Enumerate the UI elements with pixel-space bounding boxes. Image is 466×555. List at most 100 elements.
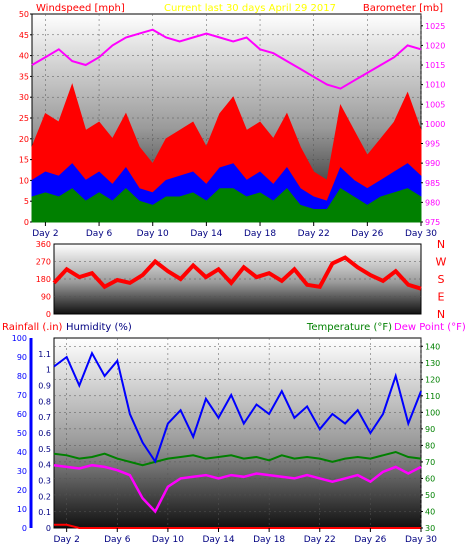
rain-tick-label: 0.1 — [38, 508, 51, 517]
rain-left-axis: 0 0.1 0.2 0.3 0.4 0.5 0.6 0.7 0.8 0.9 1 1.1 — [38, 350, 51, 533]
rain-tick-label: 0.3 — [38, 477, 51, 486]
x-tick-label: Day 18 — [244, 229, 276, 239]
baro-tick-label: 1010 — [425, 81, 445, 90]
compass-label: S — [438, 273, 445, 286]
compass-label: N — [437, 308, 445, 321]
x-tick-label: Day 6 — [86, 229, 113, 239]
humidity-tick-label: 0 — [22, 524, 27, 533]
humidity-tick-label: 70 — [17, 391, 27, 400]
direction-tick-label: 360 — [36, 240, 51, 249]
x-tick-label: Day 30 — [405, 229, 437, 239]
wind-tick-label: 35 — [19, 72, 29, 81]
temperature-axis-label: Temperature (°F) — [306, 322, 392, 333]
temperature-tick-label: 110 — [425, 392, 440, 401]
x-tick-label: Day 30 — [405, 535, 437, 545]
rainfall-line — [54, 523, 421, 529]
temperature-tick-label: 50 — [425, 491, 435, 500]
wind-tick-label: 5 — [24, 197, 29, 206]
temperature-tick-label: 70 — [425, 458, 435, 467]
humidity-axis-label: Humidity (%) — [66, 322, 132, 333]
rain-tick-label: 1 — [46, 366, 51, 375]
wind-tick-label: 30 — [19, 93, 29, 102]
baro-tick-label: 1020 — [425, 41, 445, 50]
climate-x-axis: Day 2 Day 6 Day 10 Day 14 Day 18 Day 22 Day 26… — [53, 528, 437, 545]
baro-tick-label: 1025 — [425, 22, 445, 31]
temperature-tick-label: 130 — [425, 359, 440, 368]
x-tick-label: Day 6 — [104, 535, 131, 545]
temperature-right-axis: 30 40 50 60 70 80 90 100 110 120 130 140 — [421, 342, 440, 533]
temperature-series — [53, 450, 422, 467]
wind-tick-label: 10 — [19, 176, 29, 185]
humidity-left-axis: 0 10 20 30 40 50 60 70 80 90 100 — [12, 334, 27, 533]
dewpoint-series — [53, 463, 422, 514]
wind-tick-label: 15 — [19, 156, 29, 165]
humidity-line — [53, 350, 422, 464]
header-right: Barometer [mb] — [363, 3, 443, 14]
rain-tick-label: 0.2 — [38, 492, 51, 501]
temperature-tick-label: 30 — [425, 524, 435, 533]
baro-tick-label: 1000 — [425, 120, 445, 129]
x-tick-label: Day 2 — [32, 229, 58, 239]
baro-tick-label: 975 — [425, 218, 440, 227]
temperature-tick-label: 40 — [425, 507, 435, 516]
average-wind-series — [31, 187, 422, 223]
barometer-series — [31, 28, 422, 90]
rain-tick-label: 1.1 — [38, 350, 51, 359]
rain-axis-label: Rainfall (.in) — [2, 322, 63, 333]
x-tick-label: Day 10 — [137, 229, 169, 239]
x-tick-label: Day 14 — [190, 229, 222, 239]
dewpoint-line — [53, 463, 422, 514]
temperature-line — [53, 450, 422, 467]
wind-left-axis: 0 5 10 15 20 25 30 35 40 45 50 — [19, 10, 32, 227]
compass-label: W — [436, 256, 447, 269]
rain-tick-label: 0.6 — [38, 429, 51, 438]
x-tick-label: Day 22 — [304, 535, 336, 545]
baro-tick-label: 980 — [425, 198, 440, 207]
x-tick-label: Day 26 — [351, 229, 383, 239]
humidity-tick-label: 10 — [17, 505, 27, 514]
humidity-tick-label: 30 — [17, 467, 27, 476]
wind-tick-label: 45 — [19, 31, 29, 40]
climate-grid — [54, 338, 422, 528]
climate-plot-area — [53, 337, 422, 529]
x-tick-label: Day 14 — [202, 535, 234, 545]
direction-tick-label: 90 — [41, 293, 51, 302]
barometer-right-axis: 975 980 985 990 995 1000 1005 1010 1015 1020 1025 — [421, 22, 445, 227]
temperature-tick-label: 60 — [425, 474, 435, 483]
rain-tick-label: 0.8 — [38, 397, 51, 406]
x-tick-label: Day 10 — [152, 535, 184, 545]
baro-tick-label: 1005 — [425, 100, 445, 109]
direction-left-axis: 0 90 180 270 360 — [36, 240, 51, 319]
humidity-tick-label: 90 — [17, 353, 27, 362]
rain-tick-label: 0.5 — [38, 445, 51, 454]
direction-tick-label: 270 — [36, 258, 51, 267]
humidity-tick-label: 60 — [17, 410, 27, 419]
baro-tick-label: 995 — [425, 140, 440, 149]
header-center: Current last 30 days April 29 2017 — [164, 3, 336, 14]
rain-tick-label: 0.4 — [38, 461, 51, 470]
average-wind-area — [31, 187, 422, 223]
temperature-tick-label: 80 — [425, 441, 435, 450]
direction-series — [52, 255, 422, 291]
humidity-tick-label: 80 — [17, 372, 27, 381]
humidity-tick-label: 40 — [17, 448, 27, 457]
compass-label: N — [437, 238, 445, 251]
humidity-tick-label: 50 — [17, 429, 27, 438]
rainfall-series — [54, 523, 421, 529]
dewpoint-axis-label: Dew Point (°F) — [394, 322, 466, 333]
header-left: Windspeed [mph] — [36, 3, 125, 14]
wind-tick-label: 0 — [24, 218, 29, 227]
temperature-tick-label: 140 — [425, 342, 440, 351]
direction-line — [52, 255, 422, 291]
barometer-line — [31, 28, 422, 90]
x-tick-label: Day 18 — [253, 535, 285, 545]
baro-tick-label: 985 — [425, 179, 440, 188]
wind-tick-label: 40 — [19, 52, 29, 61]
baro-tick-label: 1015 — [425, 61, 445, 70]
rain-tick-label: 0 — [46, 524, 51, 533]
x-tick-label: Day 26 — [354, 535, 386, 545]
x-tick-label: Day 2 — [53, 535, 79, 545]
